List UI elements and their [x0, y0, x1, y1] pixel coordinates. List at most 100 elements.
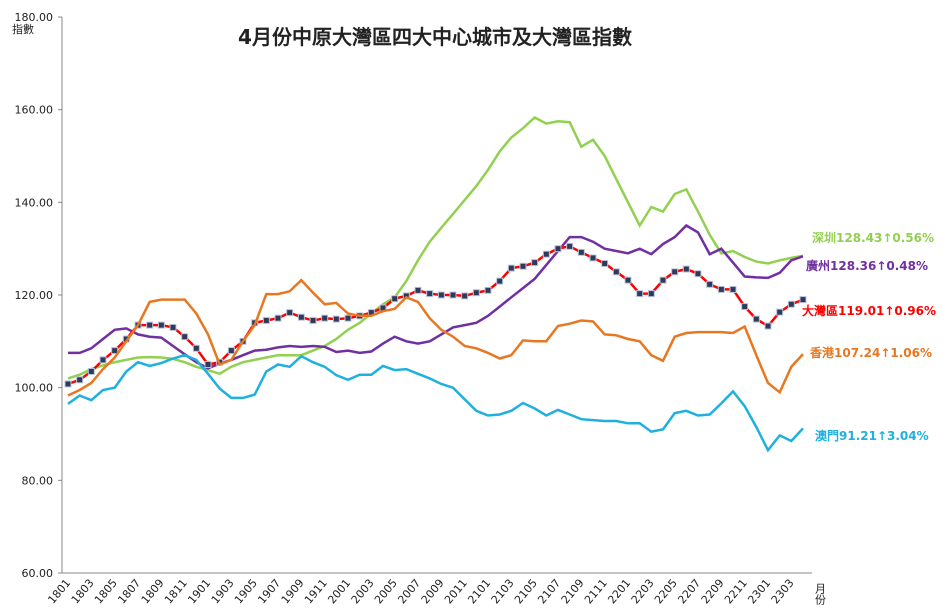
series-name: 澳門 — [815, 428, 839, 443]
point-marker — [309, 316, 317, 324]
point-marker — [181, 333, 189, 341]
x-tick-label: 2207 — [675, 577, 703, 607]
x-tick-label: 2007 — [395, 577, 423, 607]
x-tick-label: 1903 — [209, 577, 237, 607]
point-marker — [764, 322, 772, 330]
point-marker — [694, 270, 702, 278]
series-note: 107.24↑1.06% — [834, 346, 932, 360]
point-marker — [554, 245, 562, 253]
series-label: 大灣區119.01↑0.96% — [802, 303, 936, 318]
point-marker — [671, 268, 679, 276]
point-marker — [87, 367, 95, 375]
x-tick-label: 1807 — [115, 577, 143, 607]
point-marker — [99, 356, 107, 364]
point-marker — [496, 277, 504, 285]
point-marker — [227, 347, 235, 355]
series-note: 128.43↑0.56% — [836, 231, 934, 245]
x-tick-label: 1809 — [139, 577, 167, 607]
x-tick-label: 1909 — [279, 577, 307, 607]
point-marker — [577, 248, 585, 256]
point-marker — [437, 291, 445, 299]
point-marker — [286, 309, 294, 317]
x-tick-label: 2111 — [582, 577, 610, 607]
point-marker — [612, 268, 620, 276]
point-marker — [274, 314, 282, 322]
x-tick-label: 2101 — [465, 577, 493, 607]
point-marker — [111, 347, 119, 355]
series-name: 深圳 — [812, 230, 836, 245]
series-note: 119.01↑0.96% — [838, 304, 936, 318]
x-tick-label: 2303 — [769, 577, 797, 607]
x-tick-label: 2203 — [629, 577, 657, 607]
series-line — [67, 244, 804, 386]
point-marker — [787, 300, 795, 308]
x-tick-label: 2011 — [442, 577, 470, 607]
point-marker — [472, 289, 480, 297]
series-line — [67, 353, 804, 453]
x-tick-label: 2009 — [419, 577, 447, 607]
x-tick-label: 2205 — [652, 577, 680, 607]
point-marker — [297, 313, 305, 321]
x-tick-label: 1911 — [302, 577, 330, 607]
point-marker — [157, 321, 165, 329]
point-marker — [76, 376, 84, 384]
point-marker — [624, 276, 632, 284]
x-tick-label: 2003 — [349, 577, 377, 607]
series-note: 91.21↑3.04% — [839, 429, 929, 443]
x-tick-label: 2109 — [559, 577, 587, 607]
series-name: 大灣區 — [802, 303, 838, 318]
x-tick-label: 2301 — [745, 577, 773, 607]
x-tick-label: 2201 — [605, 577, 633, 607]
series-line — [67, 115, 804, 380]
point-marker — [169, 323, 177, 331]
point-marker — [741, 303, 749, 311]
point-marker — [461, 292, 469, 300]
point-marker — [706, 280, 714, 288]
y-tick-label: 100.00 — [15, 382, 54, 395]
y-tick-label: 140.00 — [15, 196, 54, 209]
series-label: 廣州128.36↑0.48% — [806, 258, 928, 273]
y-axis-label: 指數 — [12, 22, 34, 36]
x-tick-label: 1905 — [232, 577, 260, 607]
point-marker — [636, 290, 644, 298]
point-marker — [449, 291, 457, 299]
point-marker — [146, 321, 154, 329]
series-name: 廣州 — [806, 258, 830, 273]
point-marker — [531, 259, 539, 267]
point-marker — [717, 285, 725, 293]
y-tick-label: 120.00 — [15, 289, 54, 302]
x-tick-label: 1805 — [92, 577, 120, 607]
point-marker — [344, 314, 352, 322]
series-line — [68, 223, 804, 370]
x-tick-label: 2001 — [325, 577, 353, 607]
point-marker — [507, 264, 515, 272]
point-marker — [682, 265, 690, 273]
series-label: 香港107.24↑1.06% — [809, 345, 932, 360]
point-marker — [799, 296, 807, 304]
point-marker — [484, 286, 492, 294]
y-tick-label: 160.00 — [15, 104, 54, 117]
x-tick-label: 1803 — [69, 577, 97, 607]
x-tick-label: 1811 — [162, 577, 190, 607]
point-marker — [64, 380, 72, 388]
point-marker — [752, 315, 760, 323]
y-tick-label: 80.00 — [22, 474, 54, 487]
point-marker — [519, 262, 527, 270]
point-marker — [192, 344, 200, 352]
point-marker — [414, 286, 422, 294]
series-label: 澳門91.21↑3.04% — [815, 428, 929, 443]
series-note: 128.36↑0.48% — [830, 259, 928, 273]
point-marker — [659, 276, 667, 284]
point-marker — [542, 250, 550, 258]
y-tick-label: 60.00 — [22, 567, 54, 580]
series-line — [67, 278, 804, 397]
point-marker — [204, 361, 212, 368]
point-marker — [321, 314, 329, 322]
point-marker — [332, 315, 340, 323]
x-tick-label: 2211 — [722, 577, 750, 607]
point-marker — [601, 259, 609, 267]
point-marker — [391, 295, 399, 303]
x-axis-label: 月份 — [814, 583, 827, 606]
point-marker — [262, 316, 270, 324]
